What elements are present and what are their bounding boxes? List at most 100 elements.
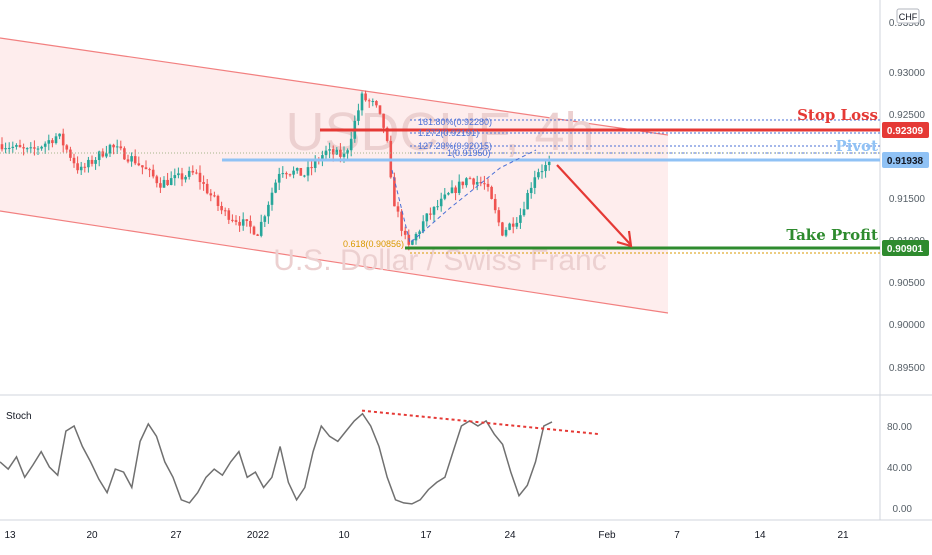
candle-body (515, 222, 519, 227)
candle-body (439, 198, 443, 207)
candle-body (241, 219, 245, 226)
candle-body (227, 210, 231, 220)
candle-body (385, 127, 389, 141)
candle-body (54, 136, 58, 144)
candle-body (414, 233, 418, 241)
candle-body (256, 234, 259, 236)
candle-body (65, 145, 69, 150)
candle-body (447, 193, 450, 195)
candle-body (0, 144, 4, 150)
candle-body (418, 231, 421, 234)
candle-body (133, 156, 137, 164)
candle-body (360, 93, 364, 111)
time-tick: 24 (504, 530, 516, 541)
candle-body (112, 144, 115, 148)
candle-body (97, 151, 101, 161)
harmonic-legs (391, 149, 537, 244)
candle-body (371, 101, 375, 103)
time-tick: Feb (598, 530, 616, 541)
candle-body (421, 221, 425, 232)
candle-body (25, 148, 29, 150)
candle-body (87, 159, 90, 168)
candle-body (267, 204, 270, 217)
stoch-title: Stoch (6, 411, 32, 422)
candle-body (295, 167, 299, 171)
candle-body (357, 110, 360, 121)
time-tick: 13 (4, 530, 16, 541)
candle-body (288, 174, 292, 176)
candle-body (166, 179, 169, 186)
candle-body (223, 210, 227, 212)
candle-body (457, 181, 461, 193)
candle-body (119, 146, 123, 149)
candle-body (245, 219, 249, 221)
price-badge (882, 122, 929, 138)
candle-body (36, 148, 40, 150)
candle-body (475, 181, 479, 185)
channel-lower-line (0, 210, 669, 314)
candle-body (450, 187, 454, 194)
time-tick: 20 (86, 530, 98, 541)
candle-body (234, 220, 238, 222)
candle-body (321, 155, 324, 161)
candle-body (144, 167, 148, 170)
candle-body (22, 147, 25, 149)
candle-body (313, 160, 317, 168)
fib-label: 0.618(0.90856) (343, 239, 404, 249)
candle-body (83, 166, 87, 168)
candle-body (425, 213, 429, 222)
candle-body (367, 100, 371, 102)
candle-body (436, 206, 439, 208)
candle-body (339, 149, 342, 157)
candle-body (432, 206, 436, 215)
candle-body (526, 193, 529, 210)
price-badge (882, 240, 929, 256)
candle-body (285, 173, 288, 175)
candle-body (249, 220, 252, 227)
stop-loss-label: Stop Loss (797, 106, 878, 124)
price-badge-text: 0.92309 (887, 126, 924, 137)
candle-body (94, 160, 97, 164)
currency-box[interactable] (896, 8, 920, 24)
candle-body (393, 177, 396, 207)
candle-body (382, 113, 385, 128)
candle-body (411, 240, 414, 245)
take-profit-label: Take Profit (786, 226, 878, 244)
candle-body (43, 143, 47, 147)
candle-body (79, 166, 83, 171)
candle-body (18, 145, 22, 148)
candle-body (155, 176, 159, 184)
candle-body (209, 193, 213, 196)
price-tick: 0.90500 (889, 278, 926, 289)
candle-body (151, 169, 155, 177)
candle-body (259, 221, 263, 236)
candle-body (310, 167, 313, 169)
time-tick: 17 (420, 530, 432, 541)
candle-body (461, 181, 465, 186)
candle-body (29, 147, 33, 149)
candle-body (115, 146, 119, 148)
candle-body (537, 172, 540, 178)
candle-body (33, 147, 36, 149)
candle-body (130, 156, 133, 162)
candle-body (274, 182, 277, 193)
candle-body (101, 151, 105, 157)
candle-body (504, 229, 508, 236)
candle-body (61, 133, 65, 146)
candle-body (169, 178, 173, 186)
candle-body (4, 148, 7, 150)
candle-body (7, 147, 11, 149)
candle-body (148, 169, 151, 171)
candle-body (205, 183, 209, 194)
candle-body (220, 205, 223, 211)
candle-body (90, 159, 94, 164)
candle-body (141, 165, 144, 168)
candle-body (364, 93, 367, 101)
candle-body (72, 157, 76, 164)
candle-body (238, 221, 241, 226)
candle-body (15, 145, 18, 147)
arrow-shaft (556, 164, 631, 245)
fib-label: 1.272(0.92191) (418, 128, 479, 138)
candle-body (342, 153, 346, 157)
candle-body (486, 183, 490, 187)
